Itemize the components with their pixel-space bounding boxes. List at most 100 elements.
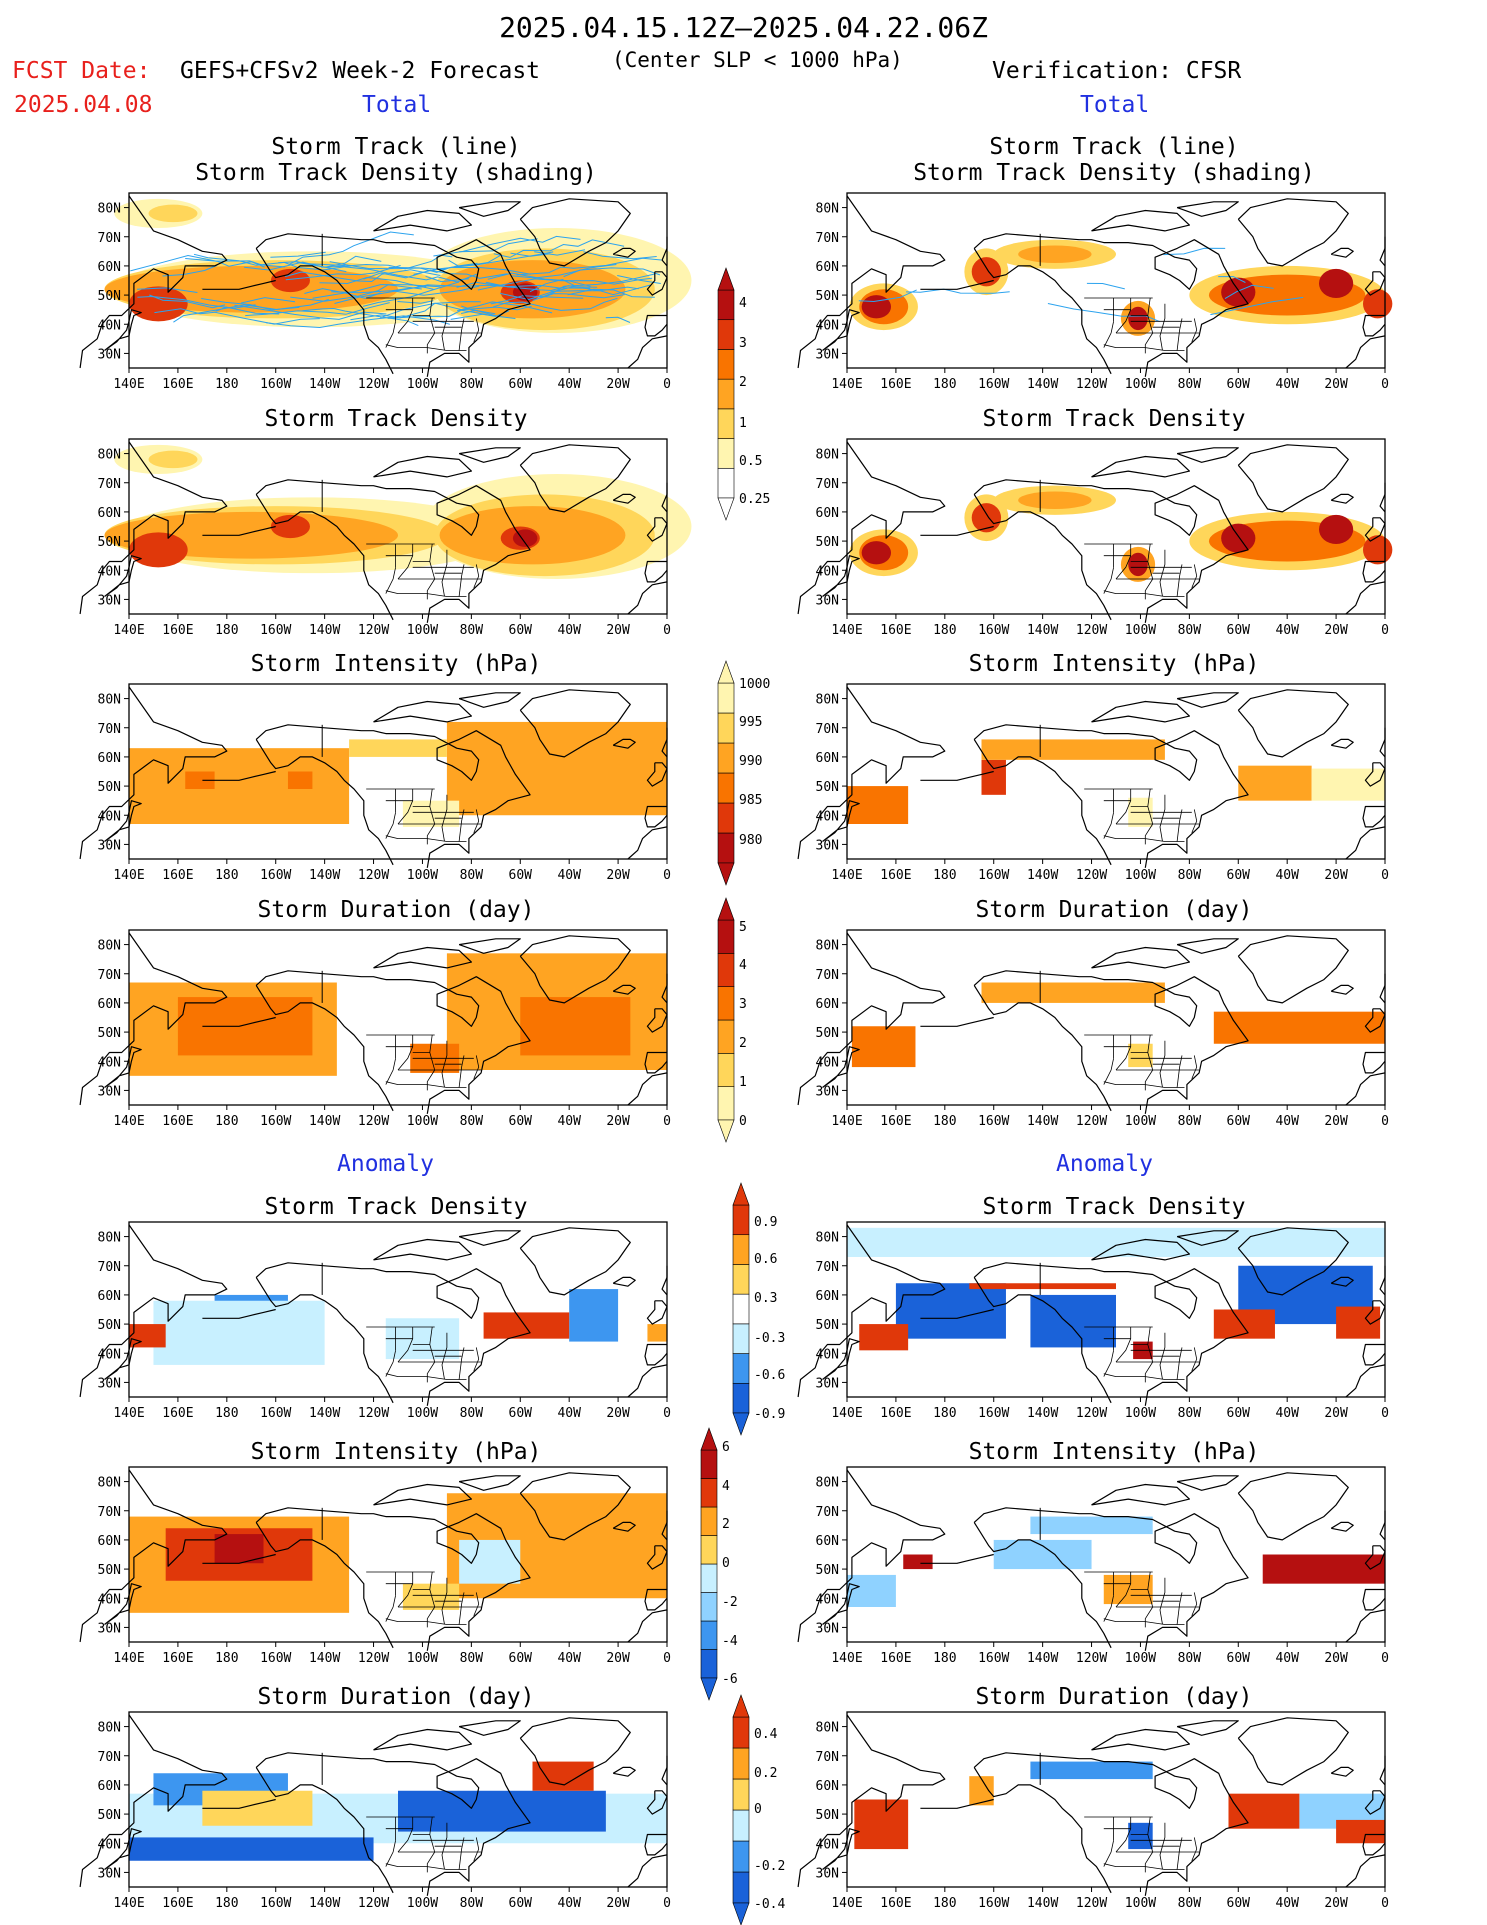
colorbar-segment [732, 1204, 750, 1236]
storm-track [270, 251, 326, 258]
lat-tick-label: 40N [98, 318, 121, 333]
lon-tick-label: 0 [1381, 377, 1389, 392]
coastline [202, 279, 276, 290]
lon-tick-label: 160W [978, 623, 1009, 638]
shade-cell [993, 1539, 1092, 1570]
lon-tick-label: 120W [1076, 1896, 1107, 1911]
coastline [202, 1553, 276, 1564]
panel-density-anom-verification: 140E 160E 180 160W 140W 120W 100W 80W 60W 40W 20W 0… [797, 1221, 1389, 1421]
lat-tick-label: 60N [98, 997, 121, 1012]
coastline [1176, 201, 1239, 217]
storm-track [136, 287, 198, 293]
lat-tick-label: 60N [98, 506, 121, 521]
colorbar-segment [732, 1747, 750, 1780]
title-density-anom-right: Storm Track Density [982, 1194, 1246, 1220]
lon-tick-label: 0 [1381, 1651, 1389, 1666]
lat-tick-label: 70N [98, 722, 121, 737]
lon-tick-label: 180 [215, 623, 238, 638]
shade-blob [148, 204, 198, 223]
lon-tick-label: 120W [1076, 1114, 1107, 1129]
colorbar-segment [732, 1234, 750, 1265]
lon-tick-label: 140E [831, 377, 862, 392]
fcst-date: 2025.04.08 [14, 92, 153, 118]
lon-tick-label: 80W [460, 1896, 484, 1911]
coastline [519, 1227, 631, 1296]
lon-tick-label: 140E [113, 1896, 144, 1911]
lon-tick-label: 20W [1324, 1114, 1348, 1129]
state-border [473, 1837, 480, 1861]
lat-tick-label: 50N [98, 1318, 121, 1333]
coastline [920, 1798, 994, 1809]
lon-tick-label: 140W [1027, 868, 1058, 883]
storm-track [583, 251, 657, 260]
shade-blob [270, 514, 310, 539]
coastline [797, 441, 946, 615]
lat-tick-label: 40N [816, 1592, 839, 1607]
state-border [1103, 812, 1114, 839]
shade-blob [1221, 277, 1256, 307]
colorbar-label: 980 [739, 833, 762, 848]
lat-tick-label: 40N [98, 1055, 121, 1070]
state-border [385, 1081, 467, 1088]
storm-track [457, 301, 553, 314]
lon-tick-label: 140W [1027, 377, 1058, 392]
storm-track [1086, 282, 1125, 290]
state-border [1103, 1618, 1185, 1625]
lon-tick-label: 140W [309, 1406, 340, 1421]
section-total-right: Total [1080, 92, 1150, 118]
panel-frame [846, 929, 1386, 1106]
lon-tick-label: 60W [1227, 1406, 1251, 1421]
colorbar-arrow-bottom [732, 1902, 750, 1925]
colorbar-segment [717, 1019, 735, 1054]
lon-tick-label: 100W [1125, 1114, 1156, 1129]
coastline [797, 686, 946, 860]
coastline [1345, 1072, 1386, 1106]
colorbar-segment [700, 1535, 718, 1565]
colorbar-segment [717, 1053, 735, 1087]
colorbar-segment [732, 1353, 750, 1384]
storm-track [137, 295, 256, 309]
coastline [458, 938, 521, 954]
lon-tick-label: 80W [1178, 868, 1202, 883]
state-border [1115, 1327, 1132, 1363]
coastline [255, 1522, 394, 1649]
lon-tick-label: 120W [358, 1896, 389, 1911]
lon-tick-label: 140E [831, 623, 862, 638]
lon-tick-label: 140W [1027, 1651, 1058, 1666]
state-border [1191, 1055, 1198, 1079]
colorbar-density-total: 0.25 0.5 1 2 3 4 [717, 267, 770, 521]
colorbar-label: -6 [722, 1672, 738, 1687]
lon-tick-label: 120W [1076, 1406, 1107, 1421]
coastline [646, 271, 668, 296]
state-border [458, 1347, 465, 1380]
shade-cell [981, 982, 1165, 1003]
storm-track [493, 239, 625, 258]
lon-tick-label: 0 [1381, 623, 1389, 638]
state-border [385, 835, 467, 842]
coastline [1364, 1545, 1386, 1570]
lon-tick-label: 20W [606, 1406, 630, 1421]
lon-tick-label: 80W [460, 868, 484, 883]
coastline [1176, 447, 1239, 463]
lat-tick-label: 30N [816, 593, 839, 608]
title-track-line-left: Storm Track (line) [271, 134, 521, 160]
lon-tick-label: 160E [162, 1406, 193, 1421]
shade-cell [1238, 765, 1312, 801]
shade-cell [446, 721, 667, 816]
lon-tick-label: 80W [1178, 1406, 1202, 1421]
lon-tick-label: 60W [509, 623, 533, 638]
lon-tick-label: 180 [933, 868, 956, 883]
coastline [1364, 517, 1386, 542]
lat-tick-label: 80N [98, 939, 121, 954]
lon-tick-label: 20W [1324, 1406, 1348, 1421]
lon-tick-label: 160E [880, 1896, 911, 1911]
coastline [644, 1833, 668, 1856]
lon-tick-label: 80W [460, 623, 484, 638]
coastline [79, 932, 228, 1106]
lon-tick-label: 160E [880, 868, 911, 883]
lon-tick-label: 140W [309, 623, 340, 638]
shade-blob [1128, 552, 1148, 577]
coastline [202, 770, 276, 781]
coastline [1330, 1766, 1354, 1777]
storm-track [154, 308, 320, 325]
